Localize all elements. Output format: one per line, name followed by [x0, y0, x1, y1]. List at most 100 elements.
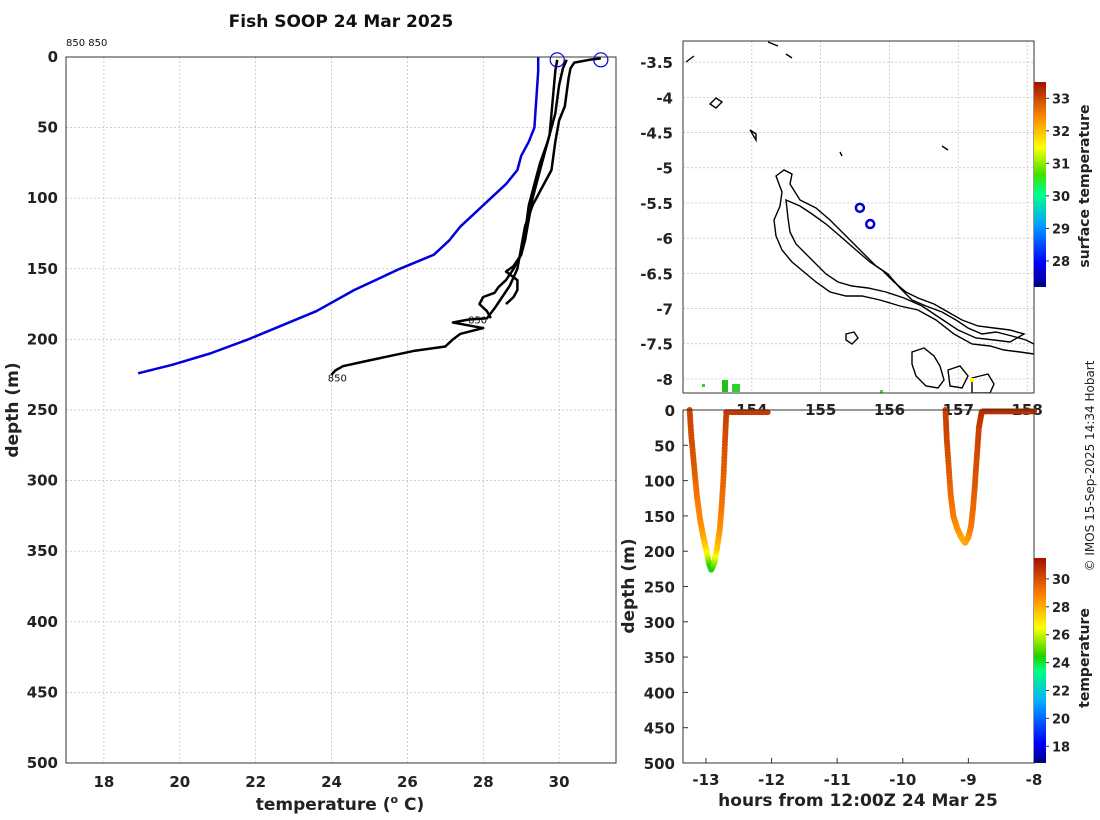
island-small-1	[845, 331, 859, 345]
y-tick-label: 100	[27, 189, 58, 207]
island-small-5	[708, 97, 724, 109]
credit-text: © IMOS 15-Sep-2025 14:34 Hobart	[1083, 360, 1097, 571]
x-tick-label: 26	[397, 773, 418, 791]
y-tick-label: 300	[27, 472, 58, 490]
temp-colorbar-tick-label: 30	[1052, 573, 1070, 588]
x-tick-label: 28	[473, 773, 494, 791]
temp-colorbar-tick-label: 28	[1052, 601, 1070, 616]
x-tick-label: 18	[93, 773, 114, 791]
section-tick-labels: -13 -12 -11 -10 -9 -8 0 50 100 150 200 250 300 350 400…	[644, 402, 1043, 789]
sst-colorbar-ticks: 28 29 30 31 32 33	[1046, 92, 1070, 270]
profile-markers: 850 850	[328, 52, 609, 385]
profile-lines	[137, 57, 601, 376]
coastline	[685, 41, 1034, 393]
section-point	[764, 409, 771, 416]
section-ylabel: depth (m)	[619, 538, 639, 633]
station-circle	[854, 202, 866, 214]
temp-colorbar	[1034, 558, 1046, 763]
map-y-tick-label: -6.5	[640, 265, 673, 283]
section-points	[686, 407, 1037, 573]
section-y-tick-label: 250	[644, 579, 675, 597]
station-marker	[593, 52, 609, 68]
profile-series-line	[137, 57, 540, 375]
map-y-tick-label: -4.5	[640, 125, 673, 143]
sst-pixel	[732, 384, 740, 392]
profile-grid	[66, 56, 616, 764]
sst-pixel	[702, 384, 705, 387]
x-tick-label: 22	[245, 773, 266, 791]
y-tick-label: 400	[27, 613, 58, 631]
station-circle	[864, 218, 876, 230]
profile-tick-labels: 18 20 22 24 26 28 3005010015020025030035040045…	[27, 48, 570, 791]
profile-panel: 18 20 22 24 26 28 3005010015020025030035040045…	[3, 48, 617, 815]
temp-colorbar-tick-label: 24	[1052, 657, 1070, 672]
section-y-tick-label: 200	[644, 543, 675, 561]
sst-colorbar-label: surface temperature	[1077, 104, 1093, 267]
island-small-6	[749, 129, 757, 143]
section-y-tick-label: 500	[644, 755, 675, 773]
sst-colorbar-tick-label: 30	[1052, 190, 1070, 205]
island-small-2	[911, 347, 945, 389]
temp-colorbar-tick-label: 20	[1052, 712, 1070, 727]
sst-pixel	[970, 378, 974, 382]
sst-colorbar-tick-label: 29	[1052, 222, 1070, 237]
section-x-tick-label: -9	[960, 771, 977, 789]
temp-colorbar-tick-label: 22	[1052, 684, 1070, 699]
sst-colorbar	[1034, 82, 1046, 287]
temp-colorbar-tick-label: 26	[1052, 629, 1070, 644]
profile-xlabel: temperature (o C)	[256, 793, 425, 815]
section-x-tick-label: -12	[758, 771, 785, 789]
y-tick-label: 350	[27, 542, 58, 560]
section-y-tick-label: 0	[665, 402, 675, 420]
map-y-tick-label: -4	[656, 89, 673, 107]
cast-annotation: 850	[468, 316, 487, 327]
x-tick-label: 24	[321, 773, 342, 791]
sst-colorbar-tick-label: 33	[1052, 92, 1070, 107]
y-tick-label: 50	[37, 119, 58, 137]
corner-label: 850 850	[66, 38, 107, 49]
section-panel: -13 -12 -11 -10 -9 -8 0 50 100 150 200 250 300 350 400…	[619, 402, 1093, 811]
section-xlabel: hours from 12:00Z 24 Mar 25	[718, 791, 998, 811]
sst-colorbar-tick-label: 31	[1052, 157, 1070, 172]
island-small-10	[839, 151, 843, 157]
island-small-9	[941, 145, 949, 151]
x-tick-label: 30	[549, 773, 570, 791]
section-y-tick-label: 50	[654, 437, 675, 455]
sst-colorbar-tick-label: 28	[1052, 255, 1070, 270]
map-y-tick-label: -8	[656, 371, 673, 389]
map-panel: 154155156157158-3.5-4-4.5-5-5.5-6-6.5-7-…	[640, 40, 1093, 419]
cast-annotation: 850	[328, 374, 347, 385]
x-tick-label: 20	[169, 773, 190, 791]
profile-series-line	[504, 59, 559, 306]
temp-colorbar-tick-label: 18	[1052, 740, 1070, 755]
profile-series-line	[330, 57, 601, 376]
coastline-outer	[773, 169, 1034, 355]
y-tick-label: 0	[48, 48, 58, 66]
y-tick-label: 250	[27, 401, 58, 419]
temp-colorbar-ticks: 18 20 22 24 26 28 30	[1046, 573, 1070, 755]
section-x-tick-label: -8	[1026, 771, 1043, 789]
coastline-inner	[785, 198, 1026, 343]
section-y-tick-label: 400	[644, 684, 675, 702]
temp-colorbar-label: temperature	[1077, 608, 1093, 708]
section-frame	[682, 409, 1035, 764]
profile-series-line	[478, 59, 568, 319]
map-grid	[683, 41, 1034, 393]
y-tick-label: 450	[27, 683, 58, 701]
sst-pixel	[880, 390, 883, 393]
section-y-tick-label: 450	[644, 720, 675, 738]
map-stations	[854, 202, 876, 230]
island-small-8	[767, 41, 793, 59]
map-y-tick-label: -5.5	[640, 195, 673, 213]
sst-colorbar-tick-label: 32	[1052, 125, 1070, 140]
map-y-tick-label: -5	[656, 160, 673, 178]
section-y-tick-label: 150	[644, 508, 675, 526]
map-frame	[682, 40, 1035, 394]
map-y-tick-label: -7	[656, 301, 673, 319]
chart-title: Fish SOOP 24 Mar 2025	[229, 12, 454, 32]
sst-pixel	[722, 380, 728, 392]
profile-frame	[65, 56, 617, 764]
map-y-tick-label: -7.5	[640, 336, 673, 354]
map-y-tick-label: -6	[656, 230, 673, 248]
